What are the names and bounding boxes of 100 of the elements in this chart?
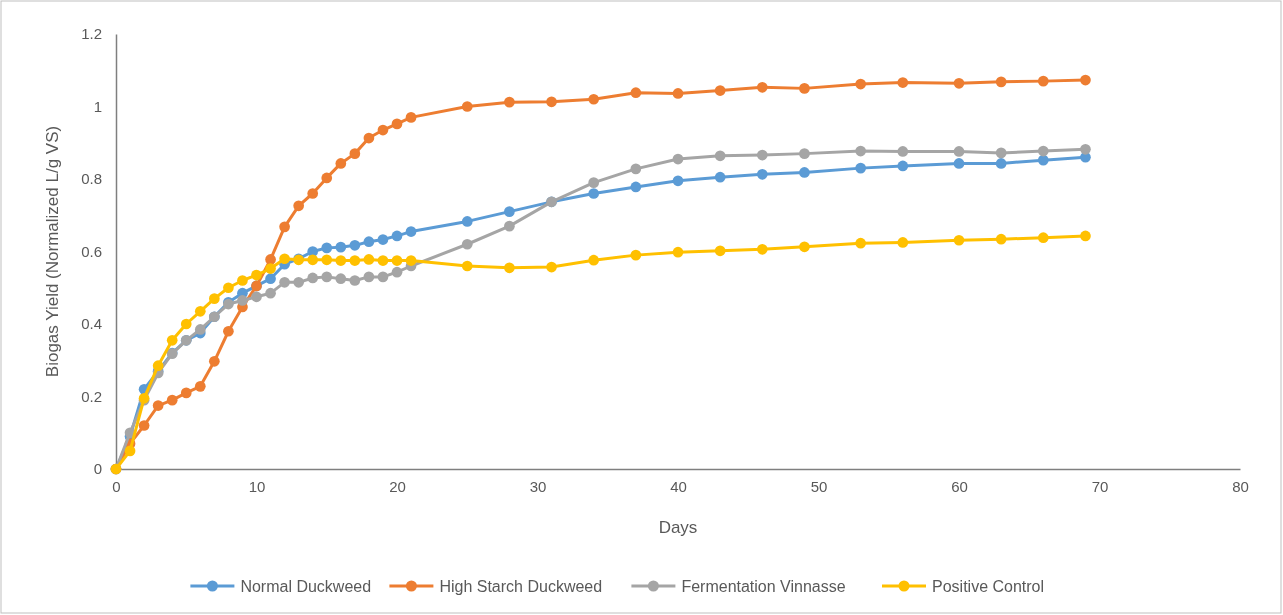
- point: [588, 254, 600, 266]
- point: [897, 146, 909, 157]
- point: [897, 160, 909, 172]
- x-tick-label: 60: [951, 477, 968, 495]
- point: [194, 324, 206, 335]
- point: [1037, 154, 1049, 166]
- point: [714, 245, 726, 257]
- y-tick-label: 0.4: [81, 315, 102, 333]
- point: [1080, 143, 1091, 155]
- point: [335, 241, 347, 253]
- x-tick-label: 70: [1091, 477, 1109, 495]
- point: [799, 148, 810, 159]
- point: [138, 420, 150, 431]
- point: [630, 181, 642, 193]
- point: [1037, 232, 1049, 244]
- point: [504, 96, 515, 108]
- point: [194, 381, 206, 392]
- point: [756, 243, 768, 255]
- point: [166, 394, 178, 406]
- point: [321, 242, 333, 254]
- point: [1080, 230, 1091, 242]
- point: [799, 83, 810, 94]
- point: [461, 216, 473, 227]
- x-tick-label: 20: [389, 477, 406, 495]
- point: [855, 78, 866, 90]
- point: [588, 177, 600, 188]
- y-tick-label: 1.2: [81, 25, 102, 43]
- x-tick-label: 10: [248, 477, 266, 495]
- x-tick-label: 40: [670, 477, 687, 495]
- point: [363, 236, 375, 248]
- point: [321, 254, 333, 266]
- point: [546, 96, 557, 108]
- legend-label: Fermentation Vinnasse: [681, 577, 846, 595]
- point: [166, 334, 178, 346]
- point: [279, 253, 290, 265]
- point: [251, 291, 262, 303]
- point: [461, 238, 473, 250]
- point: [405, 255, 417, 266]
- point: [995, 147, 1007, 159]
- point: [672, 153, 684, 165]
- point: [307, 254, 319, 266]
- point: [377, 255, 389, 266]
- point: [461, 101, 473, 112]
- point: [799, 167, 810, 178]
- point: [630, 87, 642, 99]
- point: [377, 234, 389, 245]
- point: [307, 188, 319, 199]
- point: [897, 77, 909, 88]
- point: [349, 240, 361, 251]
- point: [180, 387, 192, 399]
- legend-label: Positive Control: [932, 577, 1045, 595]
- point: [1080, 74, 1091, 86]
- y-axis-title: Biogas Yield (Normalized L/g VS): [43, 125, 62, 378]
- point: [293, 276, 304, 288]
- point: [953, 77, 965, 89]
- point: [321, 271, 333, 283]
- point: [504, 220, 515, 232]
- y-tick-label: 1: [93, 97, 102, 115]
- point: [391, 230, 403, 242]
- point: [251, 269, 262, 281]
- point: [953, 146, 965, 157]
- point: [630, 249, 642, 261]
- point: [756, 81, 768, 93]
- point: [335, 255, 347, 266]
- point: [265, 254, 276, 265]
- point: [630, 163, 642, 175]
- point: [391, 266, 403, 278]
- y-tick-label: 0: [93, 460, 102, 478]
- point: [504, 206, 515, 217]
- point: [855, 237, 866, 249]
- point: [152, 360, 164, 372]
- point: [897, 237, 909, 248]
- point: [799, 241, 810, 253]
- point: [237, 295, 248, 306]
- legend-label: High Starch Duckweed: [439, 577, 603, 595]
- y-tick-label: 0.6: [81, 242, 102, 260]
- point: [672, 246, 684, 258]
- point: [335, 273, 347, 285]
- point: [953, 234, 965, 246]
- point: [363, 271, 375, 283]
- point: [391, 118, 403, 130]
- point: [855, 145, 866, 157]
- point: [180, 318, 192, 330]
- point: [714, 85, 726, 96]
- point: [237, 275, 248, 286]
- point: [223, 325, 234, 337]
- point: [1037, 145, 1049, 157]
- point: [209, 356, 220, 367]
- point: [363, 254, 375, 265]
- point: [461, 260, 473, 272]
- point: [293, 200, 304, 212]
- point: [672, 175, 684, 187]
- point: [265, 263, 276, 274]
- point: [391, 255, 403, 266]
- point: [265, 287, 276, 299]
- point: [349, 275, 361, 286]
- point: [504, 262, 515, 274]
- point: [756, 149, 768, 161]
- point: [714, 171, 726, 183]
- point: [349, 148, 361, 159]
